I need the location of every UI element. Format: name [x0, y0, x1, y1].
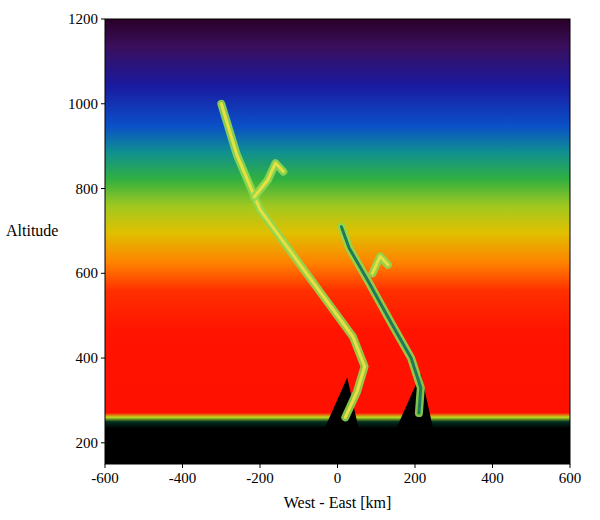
plume-outline: [221, 104, 364, 418]
x-tick-label: 0: [334, 470, 342, 486]
plumes: [221, 104, 433, 432]
y-tick-label: 200: [76, 435, 99, 451]
y-tick: [101, 188, 105, 189]
x-tick: [182, 464, 183, 468]
y-tick: [101, 273, 105, 274]
y-tick: [101, 103, 105, 104]
y-tick: [101, 442, 105, 443]
plot-frame: [105, 19, 570, 464]
plume: [221, 104, 364, 418]
x-tick-label: 200: [404, 470, 427, 486]
x-tick-label: -600: [91, 470, 119, 486]
y-tick-label: 800: [76, 181, 99, 197]
x-tick: [105, 464, 106, 468]
y-tick-label: 600: [76, 265, 99, 281]
x-tick-label: 400: [481, 470, 504, 486]
y-tick: [101, 19, 105, 20]
y-tick-label: 400: [76, 350, 99, 366]
x-tick: [415, 464, 416, 468]
x-tick: [260, 464, 261, 468]
x-tick-label: -200: [246, 470, 274, 486]
chart-root: -600 -400 -200 0 200 400 600 200 400 600 800 1000 12…: [0, 0, 600, 520]
x-axis-title: West - East [km]: [284, 494, 392, 511]
plume: [341, 227, 420, 413]
y-tick-label: 1200: [68, 11, 98, 27]
plume-outline: [341, 227, 420, 413]
y-tick-label: 1000: [68, 96, 98, 112]
density-field: [105, 19, 570, 464]
x-tick: [337, 464, 338, 468]
plume-outline: [372, 256, 388, 273]
y-axis-title: Altitude: [6, 222, 58, 239]
x-tick-label: -400: [169, 470, 197, 486]
x-tick: [570, 464, 571, 468]
plume-outline: [254, 163, 283, 197]
x-tick-label: 600: [559, 470, 582, 486]
y-tick: [101, 358, 105, 359]
plume: [254, 163, 283, 197]
chart: -600 -400 -200 0 200 400 600 200 400 600 800 1000 12…: [0, 0, 600, 520]
x-tick: [492, 464, 493, 468]
plume: [372, 256, 388, 273]
